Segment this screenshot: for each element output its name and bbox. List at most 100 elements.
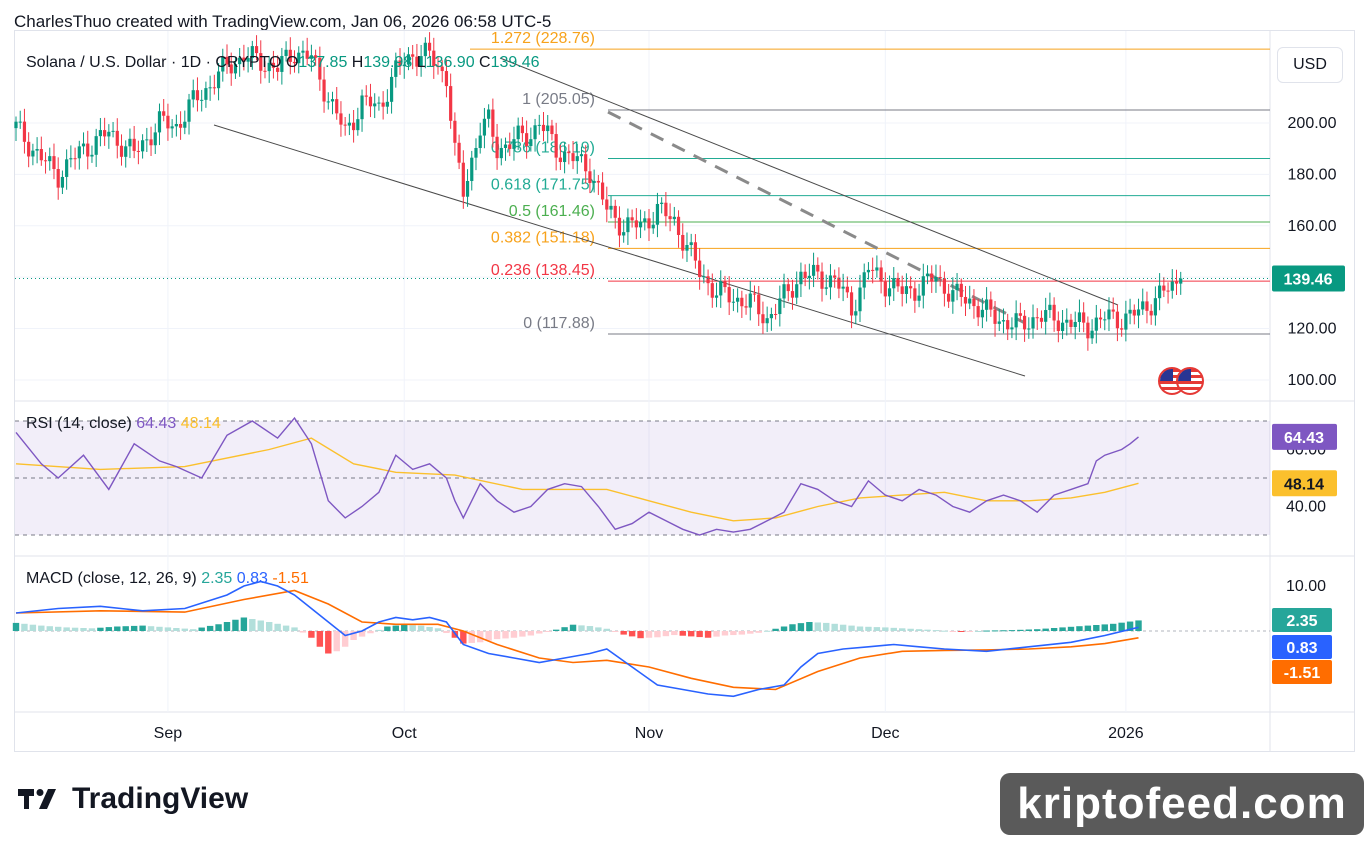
candle-body [478,135,482,148]
candle-body [596,180,600,183]
macd-histogram-bar [156,626,163,631]
macd-histogram-bar [848,625,855,631]
candle-body [1103,319,1107,321]
candle-body [43,160,48,162]
macd-histogram-bar [772,628,779,631]
macd-histogram-bar [1084,625,1092,631]
candle-body [613,205,617,218]
candle-body [86,143,90,157]
macd-histogram-bar [257,620,264,631]
candle-body [436,66,440,68]
time-tick-label: Nov [635,725,663,742]
macd-histogram-bar [1008,630,1016,632]
chart-frame[interactable] [14,30,1355,752]
macd-histogram-bar [1017,629,1024,631]
candle-body [474,147,478,158]
price-tick-label: 160.00 [1288,218,1337,235]
candle-body [326,101,330,103]
candle-body [229,64,233,74]
candle-body [1120,328,1124,330]
candle-body [719,281,723,296]
kriptofeed-watermark: kriptofeed.com [1000,773,1364,835]
macd-histogram-bar [704,631,712,638]
macd-histogram-bar [333,631,340,652]
macd-histogram-bar [367,631,374,634]
last-price-label: 139.46 [1284,272,1333,289]
candle-body [795,284,799,298]
macd-histogram-bar [949,631,957,632]
candle-body [1124,313,1128,330]
time-tick-label: Dec [871,725,899,742]
candle-body [554,134,558,158]
candle-body [373,103,377,107]
candle-body [584,154,588,172]
candle-body [318,57,322,80]
candle-body [377,102,381,104]
candle-body [609,205,613,210]
candle-body [56,169,60,188]
candle-body [178,124,183,128]
candle-body [588,171,592,183]
candle-body [871,269,875,271]
macd-histogram-bar [97,627,104,631]
macd-histogram-bar [991,630,999,632]
macd-histogram-bar [147,626,155,631]
candle-body [849,292,854,316]
candle-body [816,264,820,272]
macd-histogram-bar [477,631,484,643]
currency-button[interactable]: USD [1277,47,1343,83]
candle-body [575,156,579,162]
candle-body [676,216,681,235]
header-credit: CharlesThuo created with TradingView.com… [14,12,552,31]
macd-histogram-bar [544,631,551,632]
macd-histogram-bar [485,631,492,641]
candle-body [638,221,643,228]
candle-body [828,275,833,288]
candle-body [162,111,166,116]
price-tick-label: 120.00 [1288,321,1337,338]
macd-histogram-bar [958,631,965,632]
candle-body [963,296,968,304]
candle-body [883,281,887,297]
macd-histogram-bar [223,622,231,631]
candle-body [626,217,630,233]
candle-body [1179,278,1183,284]
candle-body [208,87,212,89]
candle-body [221,56,225,72]
macd-histogram-bar [510,631,518,638]
candle-body [630,217,634,221]
candle-body [934,277,938,282]
candle-body [394,60,398,77]
macd-histogram-bar [1110,623,1117,631]
candle-body [495,136,499,159]
candle-body [115,130,119,146]
candle-body [191,90,195,100]
candle-body [1174,281,1179,284]
channel-upper-line [499,57,1119,306]
us-flag-icon-2[interactable] [1176,367,1204,395]
candle-body [136,150,140,152]
candle-body [550,125,554,135]
candle-body [65,159,69,177]
high-label: H [351,54,364,71]
candle-body [837,277,841,289]
candle-body [22,121,27,142]
macd-histogram-bar [763,630,771,632]
candle-body [31,150,35,157]
macd-histogram-bar [325,631,332,654]
candle-body [271,62,276,68]
candle-body [457,142,461,163]
candle-body [1170,281,1174,291]
candle-body [432,50,436,67]
macd-histogram-bar [443,631,450,634]
candle-body [111,130,115,132]
macd-histogram-bar [696,631,703,638]
candle-body [845,286,849,293]
candle-body [368,96,373,107]
candle-body [955,283,959,291]
macd-histogram-bar [80,628,87,631]
candle-body [710,283,714,298]
candle-body [292,61,297,64]
candle-body [499,147,503,159]
